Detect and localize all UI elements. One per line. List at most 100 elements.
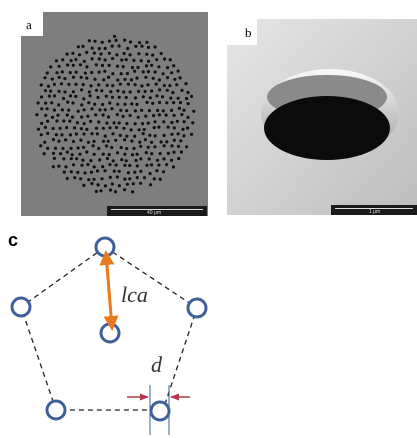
fiber-hole <box>62 157 66 161</box>
fiber-hole <box>96 183 100 187</box>
fiber-hole <box>76 45 80 49</box>
fiber-hole <box>134 44 138 49</box>
fiber-hole <box>97 83 101 87</box>
fiber-hole <box>117 95 121 99</box>
fiber-hole <box>119 108 123 112</box>
fiber-hole <box>73 176 77 180</box>
fiber-hole <box>172 113 176 117</box>
fiber-hole <box>116 102 120 106</box>
diameter-label: d <box>151 352 163 377</box>
fiber-hole <box>55 71 59 75</box>
fiber-hole <box>107 75 111 79</box>
fiber-hole <box>178 101 183 105</box>
fiber-hole <box>132 58 136 63</box>
fiber-hole <box>85 127 89 131</box>
scale-bar-text-a: 40 μm <box>147 210 161 216</box>
fiber-hole <box>150 63 154 67</box>
fiber-hole <box>139 59 143 63</box>
fiber-hole <box>158 152 162 156</box>
fiber-hole <box>132 146 136 151</box>
fiber-hole <box>47 94 51 98</box>
fiber-hole <box>151 101 155 105</box>
fiber-hole <box>126 82 130 86</box>
fiber-hole <box>152 114 156 118</box>
fiber-hole <box>138 140 142 144</box>
fiber-hole <box>124 159 128 163</box>
fiber-hole <box>71 101 75 105</box>
fiber-hole <box>59 152 63 156</box>
fiber-hole <box>52 82 56 86</box>
fiber-hole <box>172 138 176 142</box>
fiber-hole <box>169 96 173 100</box>
fiber-hole <box>175 83 179 87</box>
fiber-hole <box>130 139 134 143</box>
fiber-hole <box>176 69 180 73</box>
fiber-hole <box>90 107 94 111</box>
fiber-hole <box>61 96 66 101</box>
fiber-hole <box>171 165 176 169</box>
fiber-hole <box>81 44 85 49</box>
fiber-hole <box>90 132 94 136</box>
fiber-hole <box>68 119 72 123</box>
fiber-hole <box>162 133 166 137</box>
fiber-hole <box>99 52 103 56</box>
fiber-hole <box>151 76 155 80</box>
fiber-hole <box>82 132 86 136</box>
fiber-hole <box>144 75 148 79</box>
fiber-hole <box>125 109 129 113</box>
fiber-hole <box>179 150 183 154</box>
fiber-hole <box>62 119 66 123</box>
fiber-hole <box>74 70 78 74</box>
fiber-hole <box>109 90 113 94</box>
fiber-hole <box>40 107 44 111</box>
fiber-hole <box>165 66 170 70</box>
fiber-hole <box>133 170 137 174</box>
fiber-hole <box>111 159 115 163</box>
fiber-hole <box>115 125 119 130</box>
fiber-hole <box>182 108 186 112</box>
fiber-hole <box>117 44 121 48</box>
fiber-hole <box>89 84 93 88</box>
fiber-hole <box>89 170 94 174</box>
panel-label-a: a <box>26 17 32 32</box>
fiber-hole <box>177 106 181 110</box>
fiber-hole <box>59 82 64 86</box>
fiber-hole <box>169 108 174 112</box>
fiber-hole <box>43 76 47 80</box>
fiber-hole <box>51 151 56 155</box>
scale-bar-text-b: 1 μm <box>369 209 380 215</box>
fiber-hole <box>165 76 170 80</box>
fiber-hole <box>107 153 111 157</box>
fiber-hole <box>126 171 130 175</box>
fiber-hole <box>135 102 139 106</box>
fiber-hole <box>110 95 115 99</box>
fiber-hole <box>128 163 132 168</box>
fiber-hole <box>115 64 120 68</box>
fiber-hole <box>185 96 189 101</box>
fiber-hole <box>104 144 109 148</box>
fiber-hole <box>46 119 50 123</box>
fiber-hole <box>133 122 137 126</box>
fiber-hole <box>82 108 86 112</box>
fiber-hole <box>98 158 102 162</box>
fiber-hole <box>158 100 162 105</box>
fiber-hole <box>85 150 89 154</box>
fiber-hole <box>101 165 105 169</box>
fiber-hole <box>190 132 194 136</box>
fiber-hole <box>118 82 122 86</box>
fiber-hole <box>172 101 176 105</box>
fiber-hole <box>176 96 180 100</box>
fiber-hole <box>60 70 64 74</box>
fiber-hole <box>71 139 76 144</box>
fiber-hole <box>39 133 43 137</box>
fiber-hole <box>173 77 177 81</box>
fiber-hole <box>168 84 172 88</box>
fiber-hole <box>124 58 128 62</box>
panel-b-sem-image: b 1 μm <box>227 19 417 215</box>
fiber-hole <box>117 169 121 173</box>
fiber-hole <box>39 144 43 148</box>
fiber-hole <box>52 108 56 112</box>
fiber-hole <box>71 90 75 94</box>
fiber-hole <box>140 108 144 112</box>
fiber-hole <box>105 156 109 161</box>
